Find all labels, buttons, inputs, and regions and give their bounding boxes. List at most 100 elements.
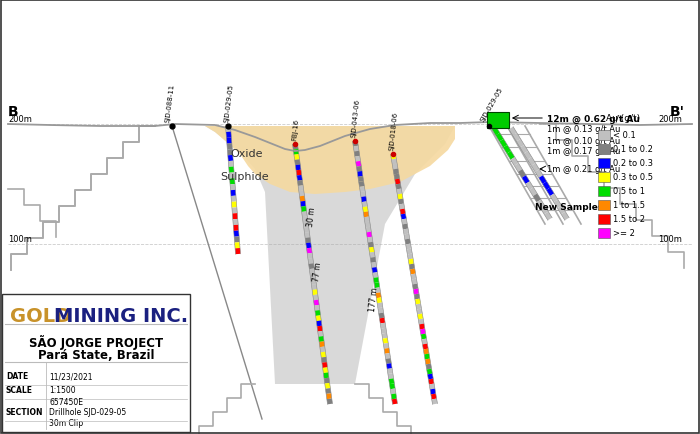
Polygon shape (368, 242, 374, 248)
Polygon shape (393, 169, 399, 175)
Polygon shape (354, 146, 359, 152)
Polygon shape (317, 326, 323, 332)
Text: Oxide: Oxide (230, 149, 262, 159)
Polygon shape (554, 200, 561, 209)
Polygon shape (518, 170, 526, 178)
Polygon shape (381, 328, 386, 334)
Polygon shape (363, 207, 368, 213)
Polygon shape (384, 343, 389, 349)
Polygon shape (415, 299, 421, 305)
Polygon shape (226, 132, 232, 138)
Polygon shape (408, 259, 414, 265)
Text: 100m: 100m (658, 234, 682, 243)
Text: New Samples: New Samples (535, 203, 603, 211)
Polygon shape (323, 373, 329, 378)
Polygon shape (399, 204, 405, 210)
Polygon shape (230, 179, 235, 185)
Polygon shape (233, 225, 239, 231)
Text: MINING INC.: MINING INC. (54, 307, 188, 326)
Polygon shape (232, 214, 238, 220)
Polygon shape (507, 151, 514, 160)
Polygon shape (357, 171, 363, 178)
Bar (598, 201, 610, 210)
Polygon shape (230, 184, 235, 191)
Polygon shape (229, 173, 234, 179)
Polygon shape (305, 238, 311, 243)
Polygon shape (379, 313, 384, 319)
Polygon shape (429, 384, 435, 390)
Polygon shape (424, 354, 430, 360)
Polygon shape (492, 128, 500, 136)
Polygon shape (428, 379, 434, 385)
Polygon shape (318, 336, 324, 342)
Polygon shape (385, 353, 391, 359)
Text: SJD-088-11: SJD-088-11 (164, 83, 176, 123)
Bar (598, 131, 610, 141)
Text: 1m @ 0.10 g/t Au: 1m @ 0.10 g/t Au (547, 136, 620, 145)
Polygon shape (420, 329, 426, 335)
Text: B': B' (670, 105, 685, 119)
Polygon shape (412, 284, 418, 290)
Polygon shape (392, 164, 398, 170)
Polygon shape (369, 247, 375, 253)
Polygon shape (417, 314, 424, 320)
Polygon shape (403, 229, 409, 235)
Polygon shape (386, 358, 391, 364)
Polygon shape (302, 212, 307, 217)
Polygon shape (234, 231, 239, 237)
Polygon shape (535, 170, 543, 178)
Polygon shape (308, 259, 314, 264)
Polygon shape (320, 347, 326, 352)
Polygon shape (407, 254, 413, 260)
Polygon shape (411, 274, 416, 280)
Text: 1 to 1.5: 1 to 1.5 (613, 201, 645, 210)
Polygon shape (231, 196, 237, 202)
Bar (598, 145, 610, 155)
Polygon shape (402, 219, 407, 225)
Polygon shape (533, 194, 541, 203)
Polygon shape (300, 201, 306, 207)
Polygon shape (228, 155, 233, 162)
Polygon shape (232, 208, 237, 214)
Polygon shape (364, 217, 370, 223)
Polygon shape (528, 158, 536, 166)
Polygon shape (557, 206, 566, 215)
Polygon shape (432, 399, 438, 404)
Polygon shape (389, 378, 394, 384)
Polygon shape (386, 363, 392, 369)
Polygon shape (378, 308, 384, 314)
Polygon shape (298, 181, 303, 187)
Polygon shape (228, 161, 234, 168)
Polygon shape (313, 295, 319, 301)
Polygon shape (327, 398, 332, 404)
Polygon shape (321, 357, 327, 363)
Polygon shape (419, 319, 424, 325)
Polygon shape (226, 138, 232, 145)
Polygon shape (537, 200, 545, 209)
Polygon shape (394, 174, 400, 180)
Polygon shape (496, 133, 503, 142)
Text: >= 2: >= 2 (613, 229, 635, 238)
Polygon shape (410, 269, 416, 275)
Polygon shape (325, 383, 330, 389)
Polygon shape (309, 269, 315, 275)
Polygon shape (326, 393, 332, 399)
Polygon shape (499, 139, 508, 148)
Polygon shape (405, 239, 411, 245)
Polygon shape (298, 186, 304, 192)
Polygon shape (233, 220, 238, 226)
Polygon shape (360, 192, 366, 197)
Polygon shape (398, 199, 404, 205)
Polygon shape (419, 324, 425, 330)
Polygon shape (522, 176, 530, 184)
Polygon shape (322, 362, 328, 368)
Polygon shape (416, 309, 422, 315)
Polygon shape (355, 156, 360, 162)
Polygon shape (360, 187, 365, 193)
Polygon shape (234, 243, 240, 249)
Polygon shape (228, 150, 233, 156)
Polygon shape (372, 273, 378, 278)
Polygon shape (510, 158, 519, 166)
Polygon shape (235, 248, 241, 255)
Polygon shape (296, 170, 302, 176)
